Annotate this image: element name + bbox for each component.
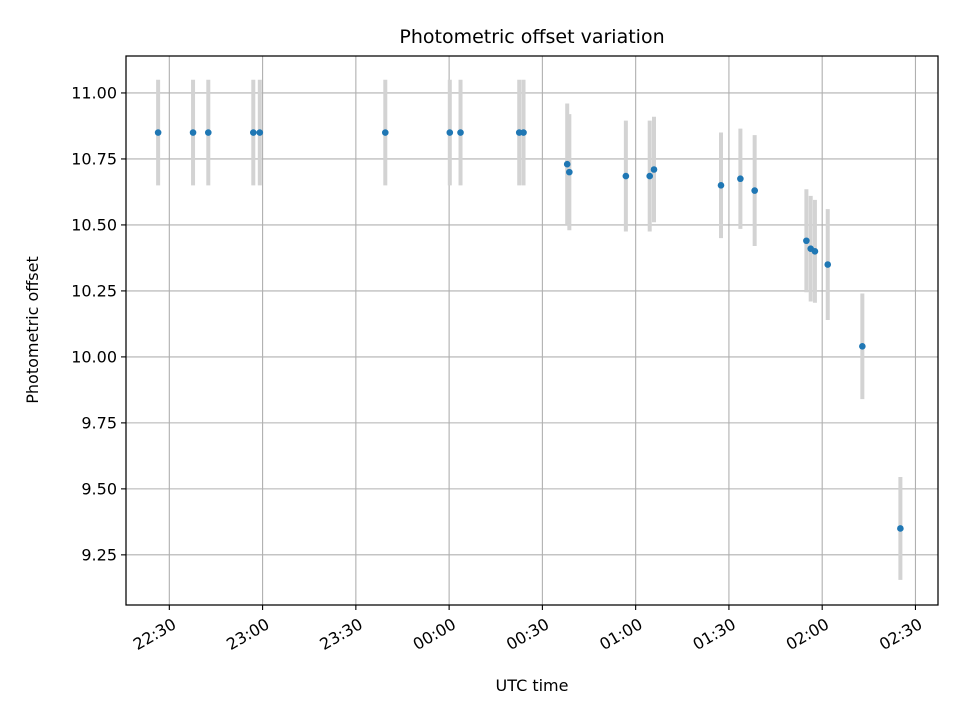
data-point [717, 182, 725, 189]
data-point [811, 248, 819, 255]
data-point [897, 525, 904, 532]
data-point [381, 129, 389, 136]
plot-frame [125, 55, 939, 606]
data-point [803, 237, 810, 245]
data-point [189, 129, 197, 136]
y-tick-label: 9.75 [81, 413, 117, 432]
y-tick-label: 11.00 [71, 83, 117, 102]
data-point [824, 261, 832, 268]
data-point [737, 175, 744, 183]
x-axis-label: UTC time [496, 676, 569, 695]
y-tick-label: 10.00 [71, 347, 117, 366]
data-point [646, 172, 653, 180]
data-point [250, 129, 257, 136]
data-point [650, 166, 658, 173]
data-point [859, 343, 866, 350]
y-tick-label: 9.50 [81, 479, 117, 498]
data-point [446, 129, 454, 136]
y-tick-label: 10.25 [71, 281, 117, 300]
y-tick-label: 10.75 [71, 149, 117, 168]
plot-area [126, 56, 938, 605]
y-tick-label: 9.25 [81, 545, 117, 564]
y-axis-ticks: 9.25 9.50 9.75 10.00 10.25 10.50 10.75 11.00 [71, 83, 126, 564]
data-point [256, 129, 264, 136]
data-point [566, 168, 573, 176]
data-point [154, 129, 162, 136]
data-point [751, 187, 758, 194]
data-point [622, 172, 630, 180]
data-point [204, 129, 212, 136]
y-axis-label: Photometric offset [23, 256, 42, 404]
data-points [154, 129, 904, 532]
chart-title: Photometric offset variation [399, 26, 664, 48]
y-tick-label: 10.50 [71, 215, 117, 234]
data-point [520, 129, 527, 136]
grid [126, 56, 938, 605]
data-point [457, 129, 464, 136]
data-point [563, 160, 571, 168]
